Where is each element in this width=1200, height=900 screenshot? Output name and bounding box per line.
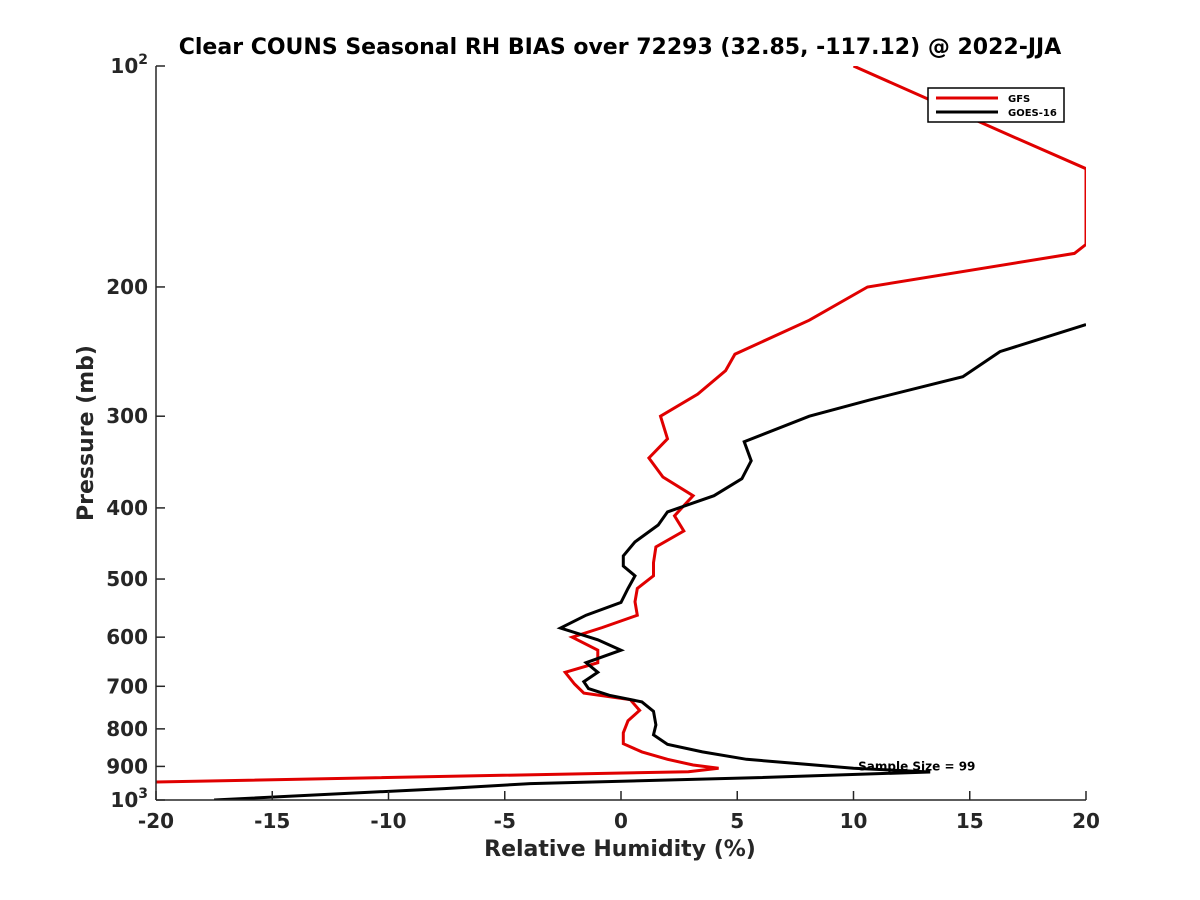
y-tick-label: 600 <box>106 625 148 649</box>
y-tick-label: 800 <box>106 717 148 741</box>
y-tick-label: 500 <box>106 567 148 591</box>
y-tick-label: 300 <box>106 404 148 428</box>
x-tick-label: -20 <box>138 809 174 833</box>
series-line-gfs <box>156 66 1086 784</box>
x-tick-label: 0 <box>614 809 628 833</box>
legend-label: GOES-16 <box>1008 108 1057 119</box>
y-tick-label: 103 <box>110 786 148 812</box>
y-tick-label: 200 <box>106 275 148 299</box>
x-tick-label: 10 <box>840 809 868 833</box>
x-tick-label: 5 <box>730 809 744 833</box>
legend: GFS GOES-16 <box>927 87 1065 123</box>
y-tick-label: 102 <box>110 52 148 78</box>
y-tick-label: 700 <box>106 674 148 698</box>
ticks-layer: -20 -15 -10 -5 0 5 10 15 20 102 200 300 400 500 600 700… <box>106 52 1100 833</box>
annotation-layer: Sample Size = 99 <box>858 759 975 773</box>
x-axis-label: Relative Humidity (%) <box>484 837 756 862</box>
chart-title: Clear COUNS Seasonal RH BIAS over 72293 … <box>179 35 1062 60</box>
legend-box <box>927 87 1065 123</box>
x-tick-label: -5 <box>494 809 516 833</box>
y-tick-label: 400 <box>106 496 148 520</box>
axes-layer <box>155 66 1086 801</box>
sample-size-annotation: Sample Size = 99 <box>858 759 975 773</box>
x-tick-label: 20 <box>1072 809 1100 833</box>
y-tick-label: 900 <box>106 754 148 778</box>
x-tick-label: 15 <box>956 809 984 833</box>
series-layer <box>156 66 1086 800</box>
legend-label: GFS <box>1008 94 1030 105</box>
series-line-goes-16 <box>214 323 1086 800</box>
x-tick-label: -10 <box>370 809 406 833</box>
x-tick-label: -15 <box>254 809 290 833</box>
y-axis-label: Pressure (mb) <box>74 345 99 521</box>
